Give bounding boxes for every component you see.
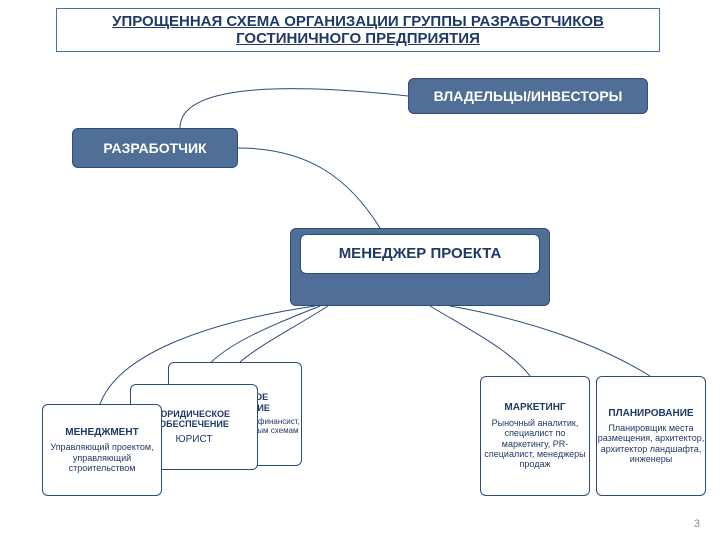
plan-body: Планировщик места размещения, архитектор… (597, 423, 705, 464)
title-box: УПРОЩЕННАЯ СХЕМА ОРГАНИЗАЦИИ ГРУППЫ РАЗР… (56, 8, 660, 52)
mkt-header: МАРКЕТИНГ (504, 402, 565, 414)
legal-body: ЮРИСТ (176, 434, 213, 446)
page-number: 3 (694, 518, 700, 530)
developer-node: РАЗРАБОТЧИК (72, 128, 238, 168)
pm-node: МЕНЕДЖЕР ПРОЕКТА (300, 234, 540, 274)
pm-label: МЕНЕДЖЕР ПРОЕКТА (339, 245, 502, 262)
owners-label: ВЛАДЕЛЬЦЫ/ИНВЕСТОРЫ (434, 88, 623, 104)
title-line1: УПРОЩЕННАЯ СХЕМА ОРГАНИЗАЦИИ ГРУППЫ РАЗР… (65, 13, 651, 30)
mgmt-body: Управляющий проектом, управляющий строит… (43, 442, 161, 473)
owners-node: ВЛАДЕЛЬЦЫ/ИНВЕСТОРЫ (408, 78, 648, 114)
mgmt-node: МЕНЕДЖМЕНТ Управляющий проектом, управля… (42, 404, 162, 496)
plan-header: ПЛАНИРОВАНИЕ (608, 408, 693, 420)
mkt-body: Рыночный аналитик, специалист по маркети… (481, 418, 589, 470)
mgmt-header: МЕНЕДЖМЕНТ (65, 427, 138, 439)
developer-label: РАЗРАБОТЧИК (103, 140, 206, 156)
title-line2: ГОСТИНИЧНОГО ПРЕДПРИЯТИЯ (65, 30, 651, 47)
mkt-node: МАРКЕТИНГ Рыночный аналитик, специалист … (480, 376, 590, 496)
plan-node: ПЛАНИРОВАНИЕ Планировщик места размещени… (596, 376, 706, 496)
